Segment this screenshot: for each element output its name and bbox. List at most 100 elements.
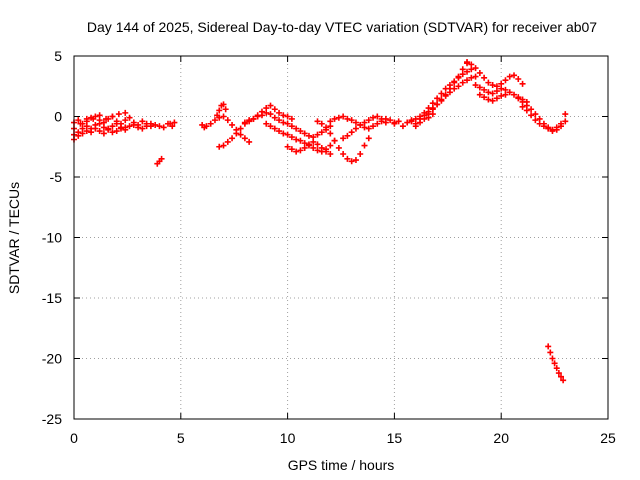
data-point xyxy=(506,73,513,80)
data-point xyxy=(528,112,535,119)
data-point xyxy=(446,89,453,96)
data-point xyxy=(472,73,479,80)
data-point xyxy=(100,130,107,137)
data-point xyxy=(545,125,552,132)
data-point xyxy=(318,144,325,151)
data-point xyxy=(122,124,129,131)
data-point xyxy=(562,111,569,118)
data-point xyxy=(391,120,398,127)
data-point xyxy=(327,151,334,158)
data-point xyxy=(122,109,129,116)
x-tick-label: 20 xyxy=(493,430,509,446)
data-point xyxy=(220,113,227,120)
data-point xyxy=(237,125,244,132)
data-point xyxy=(203,123,210,130)
y-axis-label: SDTVAR / TECUs xyxy=(6,182,22,294)
y-tick-label: -10 xyxy=(42,230,62,246)
data-point xyxy=(451,85,458,92)
data-point xyxy=(551,360,558,367)
data-point xyxy=(555,370,562,377)
data-point xyxy=(472,65,479,72)
data-point xyxy=(276,117,283,124)
data-point xyxy=(511,91,518,98)
data-point xyxy=(305,141,312,148)
data-point xyxy=(417,113,424,120)
data-point xyxy=(361,119,368,126)
data-point xyxy=(293,136,300,143)
data-point xyxy=(314,118,321,125)
data-point xyxy=(216,107,223,114)
data-point xyxy=(113,128,120,135)
data-point xyxy=(335,144,342,151)
data-point xyxy=(158,155,165,162)
data-point xyxy=(276,109,283,116)
data-point xyxy=(293,148,300,155)
data-point xyxy=(139,118,146,125)
data-point xyxy=(143,120,150,127)
data-point xyxy=(271,114,278,121)
x-tick-labels: 0 5 10 15 20 25 xyxy=(70,430,616,446)
data-point xyxy=(96,128,103,135)
series-small-19-20 xyxy=(476,91,509,104)
data-point xyxy=(77,120,84,127)
data-point xyxy=(352,119,359,126)
data-point xyxy=(109,113,116,120)
data-point xyxy=(476,91,483,98)
series-arc-6-8 xyxy=(203,113,253,145)
data-point xyxy=(464,59,471,66)
data-point xyxy=(370,114,377,121)
data-point xyxy=(297,147,304,154)
y-tick-label: -20 xyxy=(42,351,62,367)
data-point xyxy=(288,115,295,122)
data-point xyxy=(485,96,492,103)
y-tick-label: 5 xyxy=(54,48,62,64)
series-band-c xyxy=(71,124,129,143)
data-point xyxy=(344,132,351,139)
data-point xyxy=(216,143,223,150)
data-point xyxy=(297,128,304,135)
data-point xyxy=(374,120,381,127)
data-point xyxy=(502,91,509,98)
data-point xyxy=(408,118,415,125)
chart-title: Day 144 of 2025, Sidereal Day-to-day VTE… xyxy=(87,19,597,35)
data-point xyxy=(305,132,312,139)
data-point xyxy=(331,137,338,144)
y-tick-label: 0 xyxy=(54,109,62,125)
data-point xyxy=(352,157,359,164)
data-point xyxy=(83,128,90,135)
data-point xyxy=(160,124,167,131)
data-point xyxy=(547,349,554,356)
y-tick-label: -5 xyxy=(50,169,63,185)
data-point xyxy=(459,71,466,78)
data-point xyxy=(314,147,321,154)
data-point xyxy=(267,111,274,118)
data-point xyxy=(335,114,342,121)
series-peak-18-20 xyxy=(464,59,526,90)
data-point xyxy=(429,105,436,112)
data-point xyxy=(536,120,543,127)
data-point xyxy=(323,124,330,131)
data-point xyxy=(352,125,359,132)
data-point xyxy=(314,141,321,148)
data-point xyxy=(558,123,565,130)
x-tick-label: 0 xyxy=(70,430,78,446)
data-point xyxy=(310,138,317,145)
data-point xyxy=(417,119,424,126)
data-point xyxy=(438,90,445,97)
data-point xyxy=(348,117,355,124)
series-fall-21-23b xyxy=(519,103,569,135)
data-point xyxy=(357,121,364,128)
data-point xyxy=(237,131,244,138)
data-point xyxy=(327,130,334,137)
data-point xyxy=(271,125,278,132)
x-tick-label: 15 xyxy=(387,430,403,446)
data-point xyxy=(126,114,133,121)
data-point xyxy=(464,77,471,84)
data-point xyxy=(498,92,505,99)
data-point xyxy=(395,118,402,125)
data-point xyxy=(263,109,270,116)
data-point xyxy=(446,82,453,89)
data-point xyxy=(344,115,351,122)
data-point xyxy=(254,113,261,120)
